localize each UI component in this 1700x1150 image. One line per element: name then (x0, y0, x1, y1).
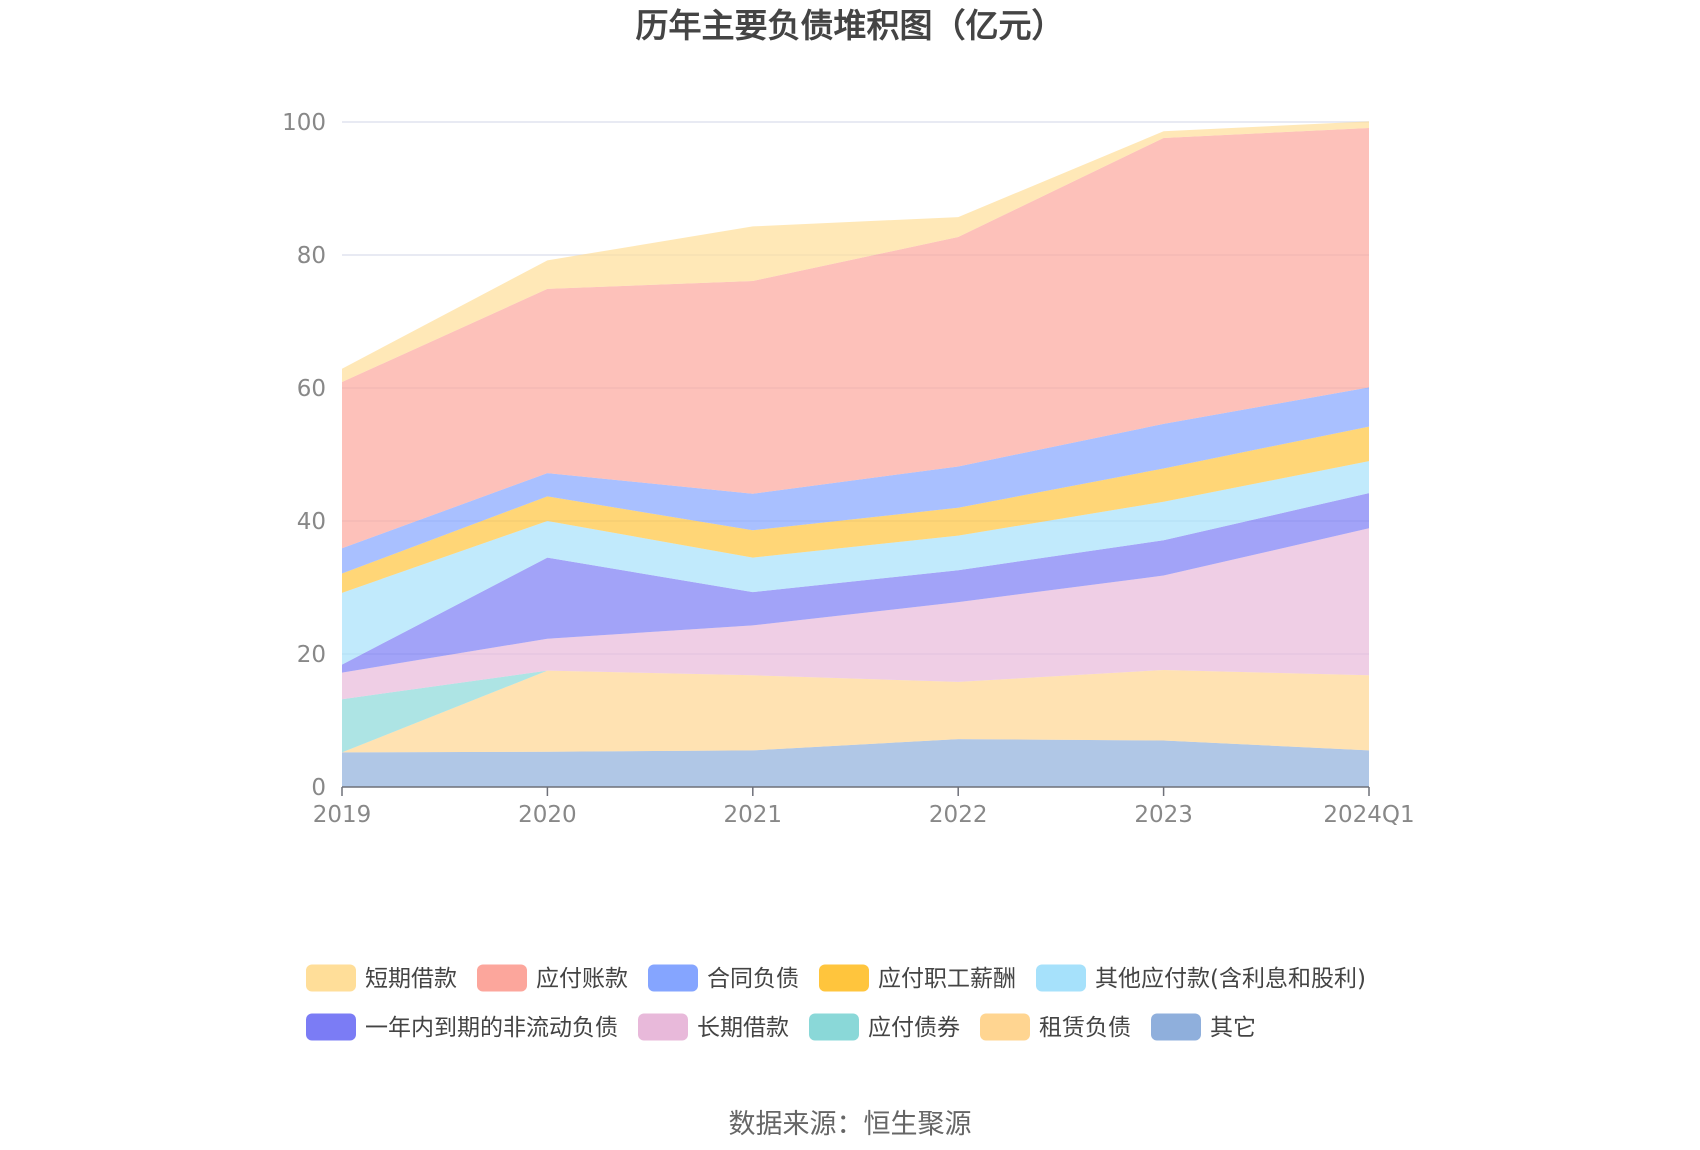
legend-item[interactable]: 租赁负债 (980, 1013, 1131, 1042)
legend-label: 一年内到期的非流动负债 (365, 1015, 618, 1041)
y-tick-label: 20 (297, 642, 326, 668)
x-tick-label: 2020 (518, 802, 577, 828)
area-series-4 (342, 493, 1369, 673)
x-tick-label: 2021 (724, 802, 783, 828)
legend-swatch (1036, 964, 1086, 992)
area-series-5 (342, 461, 1369, 665)
y-tick-label: 0 (311, 775, 326, 801)
legend-swatch (306, 964, 356, 992)
y-tick-label: 40 (297, 509, 326, 535)
area-series (342, 121, 1369, 787)
data-source-note: 数据来源：恒生聚源 (729, 1109, 972, 1140)
legend-item[interactable]: 短期借款 (306, 964, 457, 993)
legend-label: 其他应付款(含利息和股利) (1095, 966, 1366, 992)
area-series-1 (342, 669, 1369, 753)
area-series-0 (342, 739, 1369, 787)
legend-label: 应付账款 (536, 966, 628, 992)
legend-item[interactable]: 应付职工薪酬 (819, 964, 1016, 993)
y-tick-label: 100 (282, 110, 326, 136)
legend-label: 长期借款 (697, 1015, 789, 1041)
area-series-9 (342, 121, 1369, 383)
y-tick-label: 80 (297, 243, 326, 269)
legend-swatch (809, 1013, 859, 1041)
x-tick-label: 2023 (1134, 802, 1193, 828)
y-tick-label: 60 (297, 376, 326, 402)
area-series-7 (342, 387, 1369, 574)
x-tick-label: 2019 (313, 802, 372, 828)
legend-item[interactable]: 一年内到期的非流动负债 (306, 1013, 618, 1042)
legend-swatch (819, 964, 869, 992)
legend-swatch (306, 1013, 356, 1041)
x-tick-label: 2024Q1 (1323, 802, 1414, 828)
legend-label: 应付债券 (868, 1015, 960, 1041)
legend-item[interactable]: 长期借款 (638, 1013, 789, 1042)
area-series-8 (342, 127, 1369, 549)
legend-item[interactable]: 其他应付款(含利息和股利) (1036, 964, 1366, 993)
legend-swatch (638, 1013, 688, 1041)
legend-label: 其它 (1210, 1015, 1256, 1041)
legend-swatch (980, 1013, 1030, 1041)
axes: 2019 2020 2021 2022 2023 2024Q1 (313, 786, 1415, 828)
legend-item[interactable]: 其它 (1151, 1013, 1256, 1042)
legend-item[interactable]: 应付债券 (809, 1013, 960, 1042)
legend-label: 短期借款 (365, 966, 457, 992)
legend-swatch (1151, 1013, 1201, 1041)
legend-swatch (648, 964, 698, 992)
legend: 短期借款 应付账款 合同负债 应付职工薪酬 其他应付款(含利息和股利) 一年内到期的非流动… (306, 964, 1366, 1042)
chart-title: 历年主要负债堆积图（亿元） (636, 6, 1065, 45)
legend-item[interactable]: 应付账款 (477, 964, 628, 993)
legend-label: 租赁负债 (1039, 1015, 1131, 1041)
x-tick-label: 2022 (929, 802, 988, 828)
legend-swatch (477, 964, 527, 992)
legend-item[interactable]: 合同负债 (648, 964, 799, 993)
legend-label: 应付职工薪酬 (878, 966, 1016, 992)
legend-label: 合同负债 (707, 966, 799, 992)
area-series-6 (342, 426, 1369, 593)
